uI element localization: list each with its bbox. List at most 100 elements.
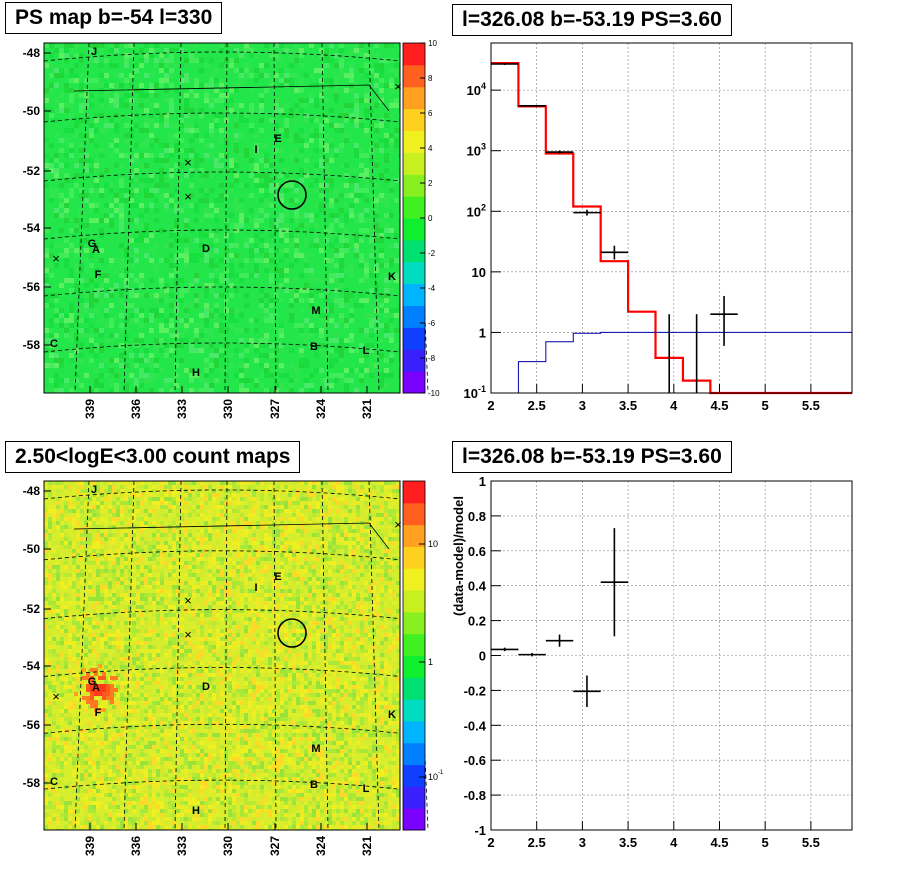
map-pixel <box>368 617 372 621</box>
map-pixel <box>379 373 384 378</box>
map-pixel <box>69 148 74 153</box>
map-pixel <box>100 617 104 621</box>
map-pixel <box>224 533 228 537</box>
map-pixel <box>104 308 109 313</box>
map-pixel <box>79 188 84 193</box>
map-pixel <box>172 625 176 629</box>
map-pixel <box>248 553 252 557</box>
map-pixel <box>376 529 380 533</box>
map-pixel <box>108 597 112 601</box>
map-pixel <box>284 593 288 597</box>
map-pixel <box>174 163 179 168</box>
map-pixel <box>88 633 92 637</box>
map-pixel <box>96 529 100 533</box>
map-pixel <box>332 529 336 533</box>
map-pixel <box>394 78 399 83</box>
map-pixel <box>356 509 360 513</box>
map-pixel <box>368 585 372 589</box>
map-pixel <box>292 625 296 629</box>
map-pixel <box>300 481 304 485</box>
map-pixel <box>76 573 80 577</box>
map-pixel <box>99 153 104 158</box>
map-pixel <box>396 529 400 533</box>
map-pixel <box>164 553 168 557</box>
map-pixel <box>164 73 169 78</box>
map-pixel <box>292 597 296 601</box>
map-pixel <box>160 505 164 509</box>
y-tick-label: -54 <box>23 221 41 235</box>
map-pixel <box>154 313 159 318</box>
map-pixel <box>352 549 356 553</box>
map-pixel <box>100 629 104 633</box>
map-pixel <box>100 505 104 509</box>
map-pixel <box>152 537 156 541</box>
map-pixel <box>279 108 284 113</box>
colorbar-tick-label: 8 <box>428 74 433 83</box>
map-pixel <box>49 338 54 343</box>
map-pixel <box>312 513 316 517</box>
map-pixel <box>304 263 309 268</box>
map-pixel <box>84 328 89 333</box>
map-pixel <box>392 521 396 525</box>
map-pixel <box>204 593 208 597</box>
map-pixel <box>119 213 124 218</box>
map-pixel <box>279 128 284 133</box>
map-pixel <box>219 43 224 48</box>
map-pixel <box>368 569 372 573</box>
map-pixel <box>72 529 76 533</box>
map-pixel <box>159 63 164 68</box>
map-pixel <box>364 549 368 553</box>
map-pixel <box>168 577 172 581</box>
map-pixel <box>204 93 209 98</box>
map-pixel <box>108 529 112 533</box>
map-pixel <box>260 585 264 589</box>
map-pixel <box>204 601 208 605</box>
map-pixel <box>304 288 309 293</box>
map-pixel <box>320 505 324 509</box>
map-pixel <box>214 233 219 238</box>
map-pixel <box>300 493 304 497</box>
map-pixel <box>309 83 314 88</box>
map-pixel <box>376 513 380 517</box>
map-pixel <box>79 298 84 303</box>
map-pixel <box>188 569 192 573</box>
map-pixel <box>164 288 169 293</box>
map-pixel <box>389 58 394 63</box>
map-pixel <box>300 489 304 493</box>
map-pixel <box>392 501 396 505</box>
map-pixel <box>292 553 296 557</box>
map-pixel <box>288 517 292 521</box>
map-pixel <box>319 208 324 213</box>
map-pixel <box>200 593 204 597</box>
map-pixel <box>194 78 199 83</box>
map-pixel <box>204 288 209 293</box>
map-pixel <box>216 613 220 617</box>
map-pixel <box>392 509 396 513</box>
map-pixel <box>124 533 128 537</box>
map-pixel <box>268 513 272 517</box>
map-pixel <box>139 153 144 158</box>
map-pixel <box>228 485 232 489</box>
map-pixel <box>108 505 112 509</box>
map-pixel <box>360 601 364 605</box>
map-pixel <box>140 509 144 513</box>
map-pixel <box>394 273 399 278</box>
map-pixel <box>64 318 69 323</box>
map-pixel <box>69 303 74 308</box>
map-pixel <box>199 333 204 338</box>
map-pixel <box>289 108 294 113</box>
map-pixel <box>148 573 152 577</box>
map-pixel <box>149 178 154 183</box>
map-pixel <box>308 629 312 633</box>
latitude-line <box>43 171 401 182</box>
map-pixel <box>284 288 289 293</box>
map-pixel <box>360 629 364 633</box>
y-tick-label: -58 <box>23 338 41 352</box>
map-pixel <box>354 103 359 108</box>
map-pixel <box>388 537 392 541</box>
map-pixel <box>104 565 108 569</box>
map-pixel <box>56 505 60 509</box>
map-pixel <box>364 213 369 218</box>
map-pixel <box>320 541 324 545</box>
map-pixel <box>64 313 69 318</box>
